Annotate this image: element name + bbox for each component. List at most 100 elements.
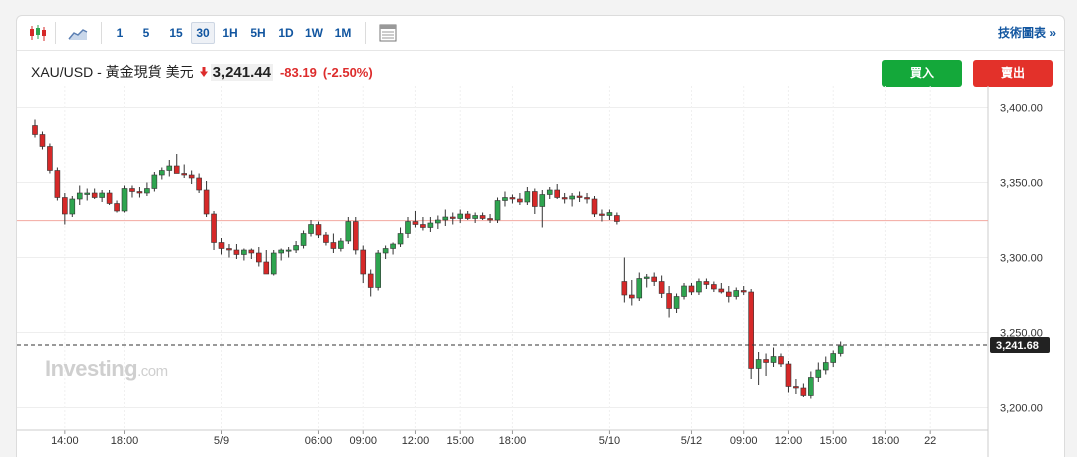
candle-body (203, 189, 210, 215)
candle-body (479, 215, 486, 219)
candle-body (763, 359, 769, 363)
area-chart-type-icon[interactable] (67, 22, 89, 44)
x-tick-label: 5/9 (214, 435, 229, 447)
candle-body (472, 215, 478, 219)
chart-toolbar: 1 5 15 30 1H 5H 1D 1W 1M 技術圖表 » (17, 16, 1064, 51)
price-change: -83.19 (279, 64, 317, 80)
candle-body (539, 194, 546, 207)
y-tick-label: 3,350.00 (1000, 178, 1043, 190)
candle-body (405, 221, 411, 234)
candle-body (785, 363, 792, 387)
candle-body (159, 170, 165, 176)
candle-body (778, 356, 784, 365)
x-tick-label: 5/10 (599, 435, 620, 447)
y-tick-label: 3,200.00 (1000, 403, 1043, 415)
candle-body (517, 198, 523, 203)
watermark-brand: Investing (45, 356, 138, 381)
candle-body (815, 369, 822, 378)
x-tick-label: 14:00 (51, 435, 79, 447)
candle-body (614, 215, 620, 222)
candle-body (487, 218, 493, 221)
candlestick-type-icon[interactable] (27, 22, 49, 44)
candle-body (636, 278, 643, 299)
technical-chart-link[interactable]: 技術圖表 » (997, 26, 1056, 40)
candle-body (323, 234, 329, 243)
candle-body (651, 276, 657, 282)
x-tick-label: 18:00 (499, 435, 527, 447)
x-tick-label: 22 (924, 435, 936, 447)
interval-30[interactable]: 30 (191, 22, 215, 44)
candle-body (770, 356, 777, 363)
candle-body (121, 188, 128, 212)
candle-body (740, 290, 747, 293)
candle-body (532, 191, 538, 207)
x-tick-label: 06:00 (305, 435, 333, 447)
candle-body (136, 191, 143, 194)
candle-body (494, 200, 501, 221)
candlestick-chart[interactable]: 3,400.00 3,350.00 3,300.00 3,250.00 3,200.00… (17, 16, 1064, 457)
interval-1h[interactable]: 1H (222, 26, 238, 40)
interval-1d[interactable]: 1D (278, 26, 294, 40)
last-price-label: 3,241.68 (996, 340, 1039, 352)
candle-body (114, 203, 120, 212)
price-change-percent: (-2.50%) (322, 64, 373, 80)
x-tick-label: 18:00 (872, 435, 900, 447)
candle-body (278, 249, 284, 254)
candle-body (360, 249, 367, 275)
candle-body (666, 293, 672, 309)
candle-body (427, 222, 434, 228)
candle-body (196, 177, 202, 191)
buy-button[interactable]: 買入 (882, 60, 962, 87)
candle-body (397, 233, 404, 245)
candle-body (375, 252, 381, 288)
candle-body (628, 294, 635, 299)
candle-body (502, 197, 508, 201)
chart-widget: 1 5 15 30 1H 5H 1D 1W 1M 技術圖表 » XAU/USD … (16, 15, 1065, 457)
candle-body (69, 198, 76, 215)
candle-body (345, 221, 352, 242)
candle-body (800, 387, 807, 396)
candle-body (62, 197, 68, 215)
candle-body (241, 249, 247, 255)
interval-5[interactable]: 5 (142, 26, 150, 40)
candle-body (308, 224, 314, 234)
candle-body (584, 197, 590, 200)
candle-body (569, 195, 575, 200)
x-tick-label: 09:00 (349, 435, 377, 447)
candle-body (524, 191, 531, 203)
sell-button[interactable]: 賣出 (973, 60, 1053, 87)
candle-body (188, 174, 195, 179)
candle-body (233, 249, 240, 255)
candle-body (755, 359, 762, 369)
candle-body (352, 221, 359, 251)
candle-body (32, 125, 38, 135)
candle-body (91, 192, 98, 198)
candle-body (420, 224, 426, 228)
candle-body (39, 134, 46, 147)
interval-1m[interactable]: 1M (334, 26, 352, 40)
interval-1[interactable]: 1 (116, 26, 124, 40)
down-arrow-icon (199, 67, 208, 77)
candle-body (442, 216, 449, 221)
last-price: 3,241.44 (210, 63, 273, 81)
interval-5h[interactable]: 5H (250, 26, 266, 40)
candle-body (99, 192, 105, 198)
candle-body (561, 197, 568, 200)
candle-body (793, 386, 799, 389)
interval-15[interactable]: 15 (169, 26, 183, 40)
candle-body (218, 242, 225, 249)
candle-body (643, 276, 650, 279)
candle-body (84, 192, 91, 195)
quote-header: XAU/USD - 黃金現貨 美元 3,241.44 -83.19 (-2.50… (31, 61, 373, 83)
candle-body (330, 242, 337, 249)
x-tick-label: 12:00 (402, 435, 430, 447)
interval-1w[interactable]: 1W (305, 26, 323, 40)
candle-body (226, 248, 232, 251)
x-tick-label: 12:00 (775, 435, 803, 447)
candle-body (181, 173, 187, 176)
data-table-icon[interactable] (377, 22, 399, 44)
x-tick-label: 15:00 (446, 435, 474, 447)
candle-body (270, 252, 277, 275)
candle-body (47, 146, 53, 171)
watermark-suffix: .com (137, 363, 168, 380)
